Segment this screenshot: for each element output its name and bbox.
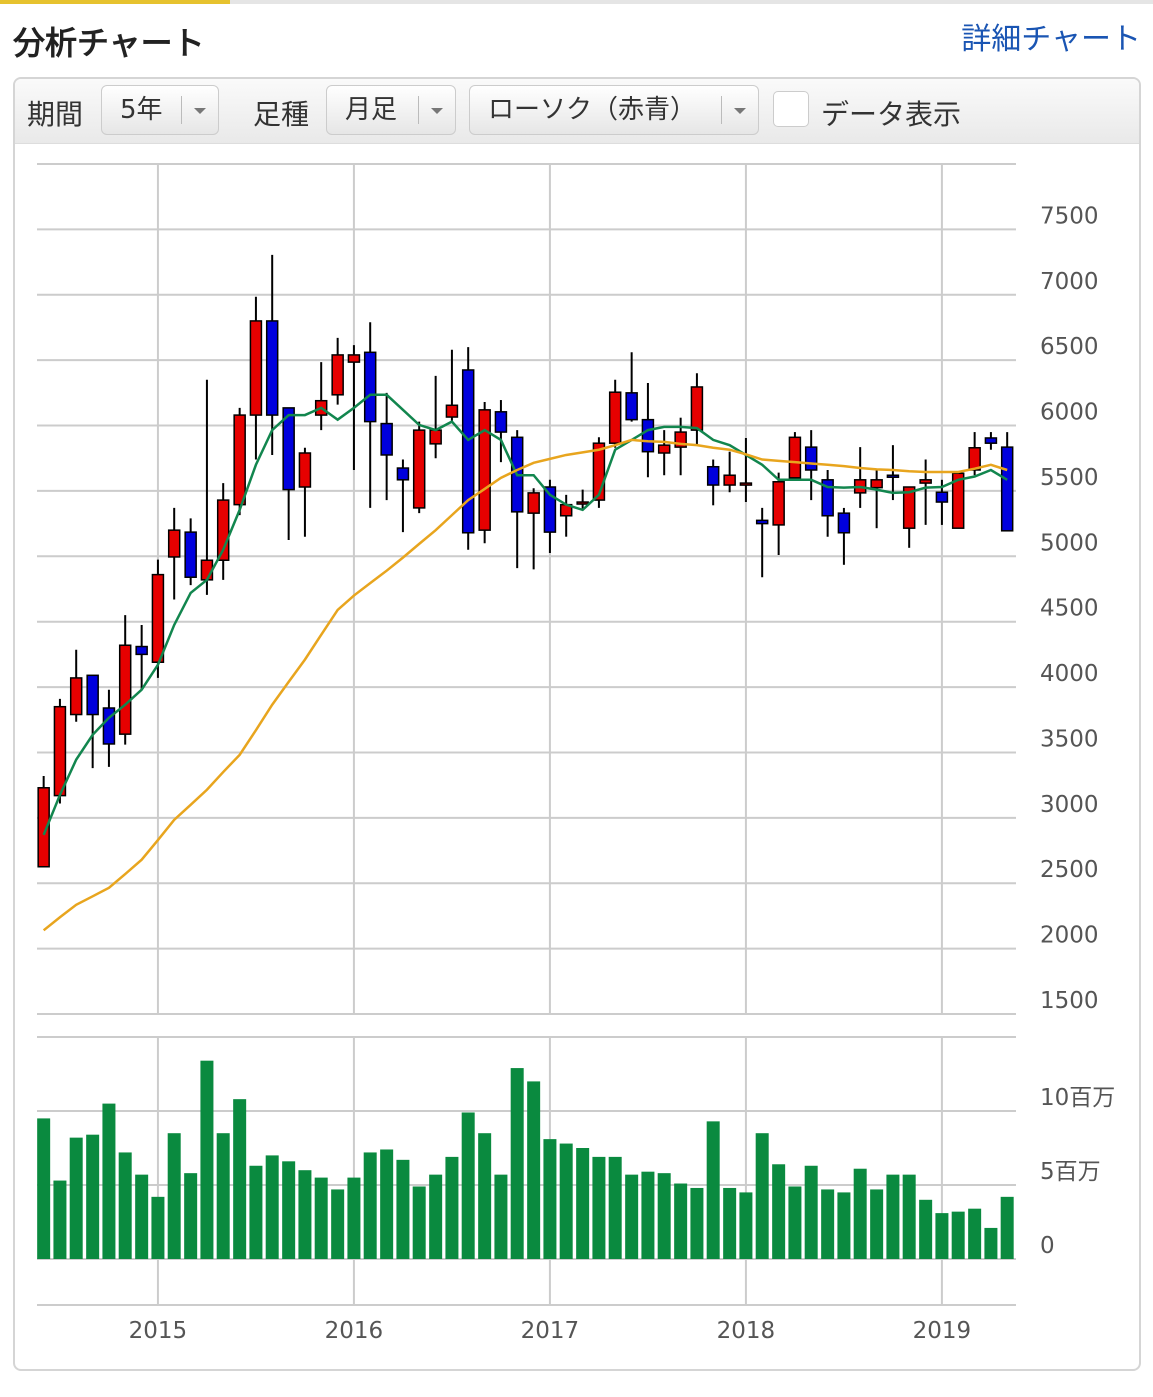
control-bar: 期間 5年 足種 月足 ローソク（赤青） データ表示 xyxy=(15,79,1139,144)
data-toggle-label: データ表示 xyxy=(821,98,962,131)
page-title: 分析チャート xyxy=(13,24,205,62)
style-select[interactable]: ローソク（赤青） xyxy=(469,85,759,135)
chart-panel: 期間 5年 足種 月足 ローソク（赤青） データ表示 xyxy=(13,77,1141,1371)
kind-select[interactable]: 月足 xyxy=(326,85,456,135)
data-checkbox[interactable] xyxy=(773,91,809,127)
period-label: 期間 xyxy=(27,98,84,131)
period-select[interactable]: 5年 xyxy=(101,85,219,135)
detail-link[interactable]: 詳細チャート xyxy=(961,22,1141,57)
top-bar xyxy=(0,0,1153,4)
kind-label: 足種 xyxy=(253,98,310,131)
